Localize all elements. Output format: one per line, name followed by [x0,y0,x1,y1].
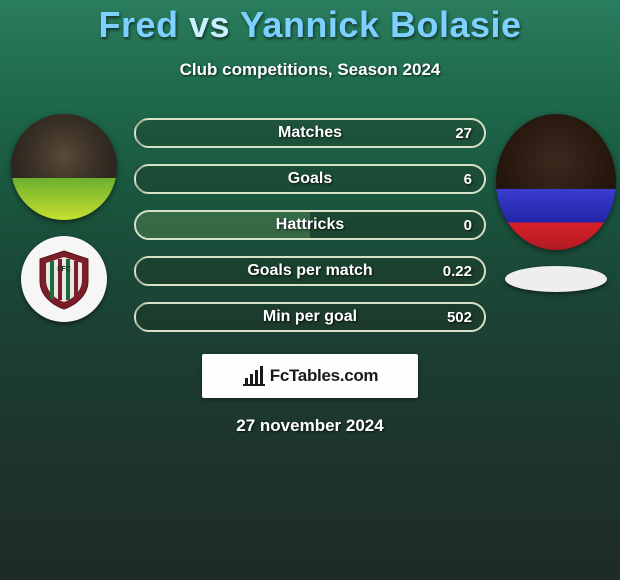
stats-column: Matches 27 Goals 6 Hattricks 0 Goals per match… [122,114,498,332]
player2-name: Yannick Bolasie [240,4,522,45]
svg-text:FFC: FFC [57,266,71,273]
stat-value-right: 502 [447,309,472,326]
bar-chart-icon [242,364,266,388]
stat-row: Goals per match 0.22 [134,256,486,286]
title: Fred vs Yannick Bolasie [98,4,521,46]
right-player-column [498,114,614,292]
date-text: 27 november 2024 [236,416,383,436]
stat-label: Min per goal [263,308,357,326]
player2-club-badge-blank [505,266,607,292]
stat-label: Hattricks [276,216,344,234]
left-player-column: FFC [6,114,122,322]
stat-value-right: 27 [455,125,472,142]
vs-text: vs [189,4,230,45]
comparison-area: FFC Matches 27 Goals 6 Hattricks 0 Goals per m… [0,114,620,332]
stat-value-right: 0 [464,217,472,234]
stat-row: Min per goal 502 [134,302,486,332]
stat-row: Hattricks 0 [134,210,486,240]
stat-row: Matches 27 [134,118,486,148]
stat-row: Goals 6 [134,164,486,194]
fluminense-badge-icon: FFC [32,247,96,311]
player2-photo [496,114,616,250]
stat-value-right: 6 [464,171,472,188]
stat-label: Goals per match [247,262,372,280]
player1-club-badge: FFC [21,236,107,322]
brand-box: FcTables.com [202,354,418,398]
player1-photo [11,114,117,220]
stat-label: Matches [278,124,342,142]
stat-label: Goals [288,170,332,188]
player1-name: Fred [98,4,178,45]
brand-text: FcTables.com [270,366,379,386]
subtitle: Club competitions, Season 2024 [180,60,441,80]
stat-value-right: 0.22 [443,263,472,280]
infographic-root: Fred vs Yannick Bolasie Club competition… [0,0,620,436]
